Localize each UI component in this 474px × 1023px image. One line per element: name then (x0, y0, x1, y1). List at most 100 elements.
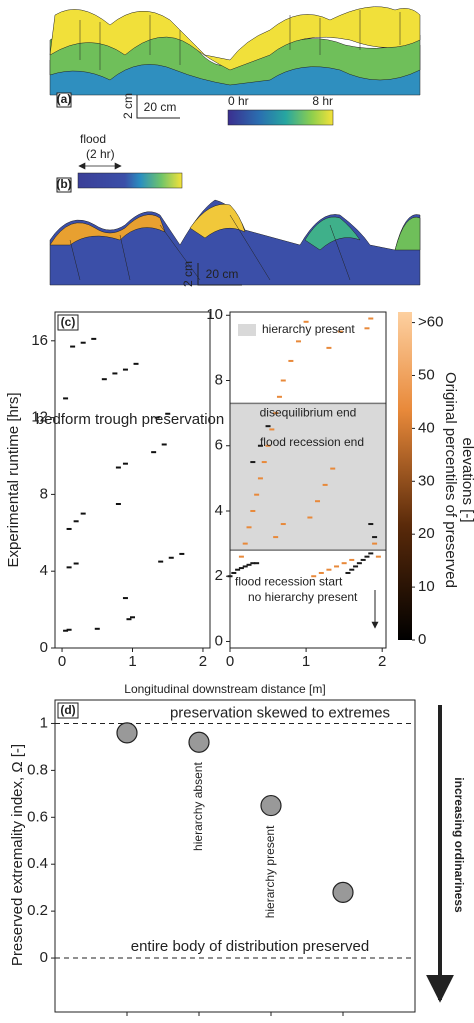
point (315, 500, 321, 503)
point (161, 443, 167, 446)
colorbar-tick-label: 50 (418, 366, 435, 383)
point (295, 340, 301, 343)
point (238, 555, 244, 558)
annotation: no hierarchy present (248, 590, 358, 604)
x-tick-label: unsteady (241, 1021, 302, 1023)
point (70, 345, 76, 348)
y-tick-label: 0.8 (27, 761, 48, 778)
point (63, 629, 69, 632)
point (353, 565, 359, 568)
panel-label: (d) (60, 703, 75, 717)
panel-label: (c) (61, 315, 76, 329)
point (330, 467, 336, 470)
y-tick-label: 6 (215, 437, 223, 454)
colorbar-tick-label: 40 (418, 419, 435, 436)
point (246, 563, 252, 566)
stratigraphy-render-b (49, 199, 421, 286)
y-axis-label: Experimental runtime [hrs] (5, 392, 22, 567)
point (341, 562, 347, 565)
point (349, 568, 355, 571)
point (63, 397, 69, 400)
point (254, 562, 260, 565)
x-tick-label: 1 (128, 653, 136, 670)
point (66, 527, 72, 530)
point (334, 565, 340, 568)
point (250, 562, 256, 565)
point (332, 881, 354, 903)
point (242, 542, 248, 545)
point (345, 571, 351, 574)
point (260, 794, 282, 817)
y-tick-label: 0 (40, 639, 48, 656)
point (326, 568, 332, 571)
colorbar-tick-label: 20 (418, 525, 435, 542)
point (73, 562, 79, 565)
y-tick-label: 16 (31, 332, 48, 349)
point (273, 536, 279, 539)
point (250, 461, 256, 464)
point (158, 560, 164, 563)
y-tick-label: 4 (40, 562, 48, 579)
plot-frame (229, 311, 387, 649)
point (288, 359, 294, 362)
point (80, 512, 86, 515)
point (273, 412, 279, 415)
point (276, 395, 282, 398)
panel-label-box (57, 702, 79, 719)
scale-vertical: 2 cm (181, 261, 195, 287)
colorbar-label: elevations [-] (459, 437, 474, 522)
point (242, 565, 248, 568)
point (151, 451, 157, 454)
point (269, 428, 275, 431)
point (231, 571, 237, 574)
scale-vertical: 2 cm (121, 93, 135, 119)
x-tick-label: 0 (226, 653, 234, 670)
annotation: disequilibrium end (260, 406, 357, 420)
point (368, 523, 374, 526)
x-tick-label: steady (105, 1021, 150, 1023)
point (356, 562, 362, 565)
point (116, 722, 138, 744)
point (250, 509, 256, 512)
point (66, 628, 72, 631)
point (257, 444, 263, 447)
x-tick-label: 2 (199, 653, 207, 670)
colorbar-min: 0 hr (228, 94, 249, 108)
hierarchy-region (230, 403, 386, 551)
scale-horizontal: 20 cm (144, 100, 177, 114)
point (280, 523, 286, 526)
point (122, 597, 128, 600)
plot-frame (54, 311, 211, 649)
y-tick-label: 8 (40, 485, 48, 502)
point (115, 503, 121, 505)
annotation: flood recession start (235, 574, 343, 588)
point (372, 536, 378, 539)
colorbar-max: 8 hr (312, 94, 333, 108)
point (307, 516, 313, 519)
point (311, 575, 317, 578)
point (364, 327, 370, 330)
y-tick-label: 8 (215, 371, 223, 388)
point (235, 568, 241, 571)
panel-label-box (57, 314, 79, 331)
flood-colorbar (77, 172, 183, 189)
x-tick-label: 0 (58, 653, 66, 670)
point (73, 520, 79, 523)
point (280, 379, 286, 382)
point (112, 372, 118, 375)
point (349, 558, 355, 561)
point (261, 461, 267, 464)
panel-label-box (56, 177, 72, 193)
flood-label: flood (80, 132, 106, 146)
y-tick-label: 1 (40, 714, 48, 731)
percentile-colorbar (398, 312, 412, 640)
point (364, 555, 370, 558)
point (254, 493, 260, 496)
point (238, 567, 244, 570)
time-colorbar (227, 109, 334, 126)
scale-bar (197, 263, 242, 286)
point (122, 462, 128, 465)
flood-duration: (2 hr) (86, 147, 115, 161)
point (360, 558, 366, 561)
point (168, 556, 174, 559)
